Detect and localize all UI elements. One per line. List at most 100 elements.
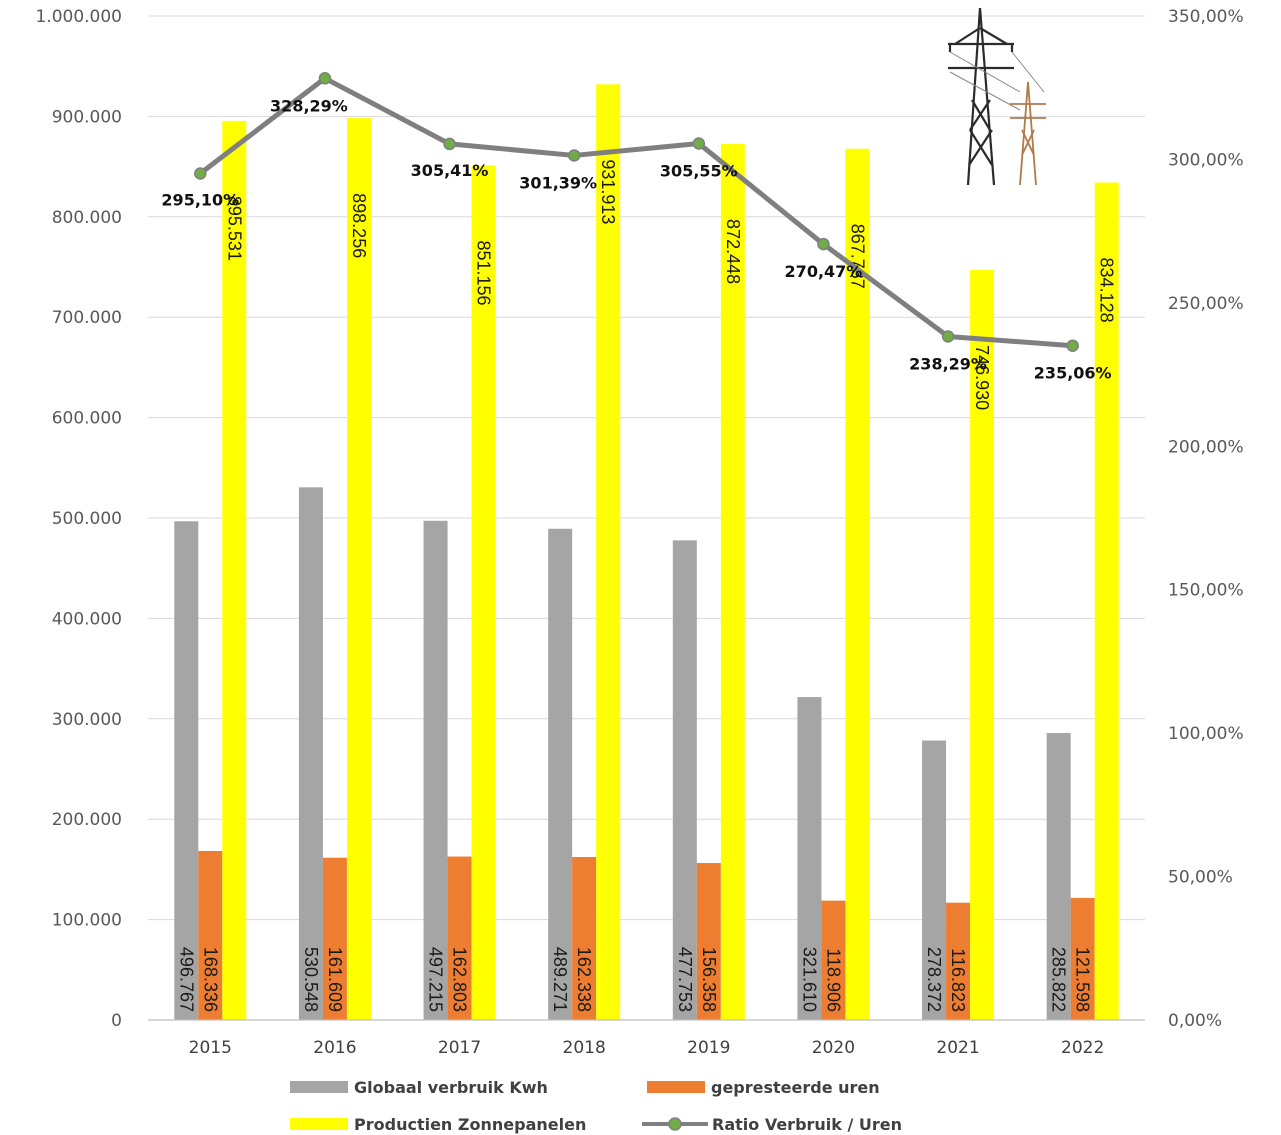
y-left-tick-label: 300.000 xyxy=(52,710,122,730)
y-left-tick-label: 500.000 xyxy=(52,509,122,529)
bar-data-label: 161.609 xyxy=(325,947,345,1012)
y-left-tick-label: 800.000 xyxy=(52,208,122,228)
bar-data-label: 321.610 xyxy=(799,947,819,1012)
ratio-data-label: 328,29% xyxy=(270,96,348,115)
bar xyxy=(222,120,247,1020)
bar-data-labels: 496.767 530.548 497.215 489.271 477.753 321.6… xyxy=(176,159,1116,1012)
y-left-tick-label: 400.000 xyxy=(52,609,122,629)
x-tick-label: 2022 xyxy=(1061,1038,1104,1058)
bar xyxy=(672,540,697,1020)
x-tick-label: 2020 xyxy=(812,1038,855,1058)
ratio-line-series: 295,10% 328,29% 305,41% 301,39% 305,55% 270,4… xyxy=(161,72,1112,383)
bar-data-label: 872.448 xyxy=(723,219,743,284)
legend-label-ratio: Ratio Verbruik / Uren xyxy=(712,1115,902,1134)
bar-data-label: 162.803 xyxy=(450,947,470,1012)
bar-data-label: 851.156 xyxy=(474,240,494,305)
x-tick-label: 2016 xyxy=(313,1038,356,1058)
bar xyxy=(1070,897,1095,1020)
y-right-tick-label: 0,00% xyxy=(1168,1011,1222,1031)
bar-data-label: 156.358 xyxy=(699,947,719,1012)
y-left-tick-label: 1.000.000 xyxy=(35,7,122,27)
y-left-tick-label: 900.000 xyxy=(52,107,122,127)
legend-label-globaal-verbruik: Globaal verbruik Kwh xyxy=(354,1078,548,1097)
legend: Globaal verbruik Kwh gepresteerde uren P… xyxy=(290,1078,902,1134)
legend-swatch-globaal-verbruik xyxy=(290,1081,348,1093)
bar-data-label: 168.336 xyxy=(200,947,220,1012)
bar xyxy=(423,520,448,1020)
bar xyxy=(596,84,621,1020)
bar-data-label: 746.930 xyxy=(972,345,992,410)
x-tick-label: 2017 xyxy=(438,1038,481,1058)
ratio-point xyxy=(443,137,456,151)
ratio-point xyxy=(567,149,581,162)
bar-data-label: 278.372 xyxy=(924,947,944,1012)
bar xyxy=(1046,733,1071,1020)
bar xyxy=(548,528,573,1020)
bar-data-label: 116.823 xyxy=(948,948,968,1012)
x-tick-label: 2018 xyxy=(563,1038,606,1058)
legend-swatch-ratio-marker xyxy=(668,1117,682,1131)
bar-data-label: 497.215 xyxy=(426,947,446,1012)
legend-label-gepresteerde-uren: gepresteerde uren xyxy=(711,1078,880,1097)
ratio-data-label: 235,06% xyxy=(1034,364,1112,383)
y-right-tick-label: 300,00% xyxy=(1168,150,1244,170)
ratio-point xyxy=(1066,339,1079,352)
x-tick-label: 2021 xyxy=(936,1038,979,1058)
ratio-data-label: 270,47% xyxy=(785,262,863,281)
bar xyxy=(720,144,745,1021)
x-tick-label: 2015 xyxy=(189,1038,232,1058)
bar-data-label: 162.338 xyxy=(574,947,594,1012)
bar-data-label: 118.906 xyxy=(823,948,843,1012)
bar xyxy=(970,270,995,1020)
bar xyxy=(1094,182,1119,1020)
y-right-tick-label: 100,00% xyxy=(1168,724,1244,744)
electricity-pylon-icon xyxy=(948,7,1046,186)
y-right-tick-label: 350,00% xyxy=(1168,7,1244,27)
ratio-data-label: 305,55% xyxy=(660,162,738,181)
bar-data-label: 895.531 xyxy=(224,196,244,261)
ratio-line xyxy=(198,75,1073,349)
legend-swatch-productien-zonnepanelen xyxy=(290,1118,348,1130)
ratio-point xyxy=(194,167,207,180)
ratio-point xyxy=(318,72,332,85)
ratio-point xyxy=(817,237,830,251)
bar-data-label: 834.128 xyxy=(1097,258,1117,323)
bar xyxy=(322,857,347,1020)
y-right-tick-label: 250,00% xyxy=(1168,294,1244,314)
bar-data-label: 496.767 xyxy=(176,947,196,1012)
bar xyxy=(346,118,371,1020)
bar-data-label: 477.753 xyxy=(675,947,695,1012)
ratio-data-label: 305,41% xyxy=(411,161,489,180)
y-left-tick-label: 600.000 xyxy=(52,409,122,429)
legend-label-productien-zonnepanelen: Productien Zonnepanelen xyxy=(354,1115,586,1134)
bar xyxy=(447,856,472,1020)
bar xyxy=(821,900,846,1020)
bar-data-label: 285.822 xyxy=(1049,947,1069,1012)
legend-swatch-gepresteerde-uren xyxy=(647,1081,705,1093)
bar xyxy=(797,697,822,1020)
y-left-tick-label: 0 xyxy=(111,1011,122,1031)
bar xyxy=(922,740,947,1020)
bar-data-label: 898.256 xyxy=(349,193,369,258)
bar-series xyxy=(174,84,1119,1021)
bar xyxy=(471,165,496,1020)
ratio-data-label: 238,29% xyxy=(909,354,987,373)
y-left-tick-label: 100.000 xyxy=(52,911,122,931)
ratio-point xyxy=(692,137,706,150)
bar xyxy=(696,863,721,1020)
bar xyxy=(845,148,870,1021)
bar xyxy=(946,902,971,1020)
y-right-tick-label: 200,00% xyxy=(1168,437,1244,457)
y-right-tick-label: 150,00% xyxy=(1168,581,1244,601)
gridlines xyxy=(148,15,1145,1021)
bar xyxy=(198,850,223,1020)
bar-data-label: 931.913 xyxy=(598,159,618,224)
bar xyxy=(572,857,597,1020)
ratio-data-label: 301,39% xyxy=(519,173,597,192)
ratio-point xyxy=(941,330,955,343)
y-left-tick-label: 700.000 xyxy=(52,308,122,328)
y-left-tick-label: 200.000 xyxy=(52,810,122,830)
bar xyxy=(174,521,199,1020)
bar-data-label: 121.598 xyxy=(1073,947,1093,1012)
